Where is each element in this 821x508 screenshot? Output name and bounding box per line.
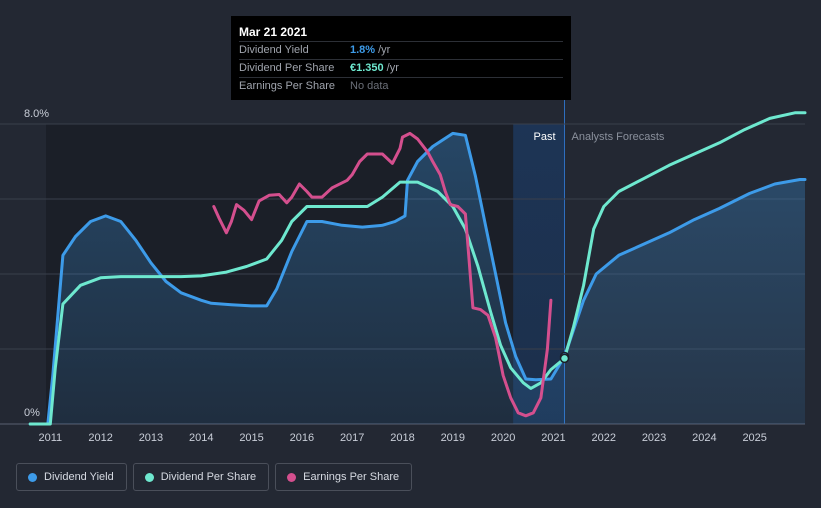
- legend-label: Earnings Per Share: [303, 471, 400, 483]
- legend-item-earnings-per-share[interactable]: Earnings Per Share: [275, 463, 413, 491]
- x-tick-label: 2023: [642, 432, 666, 444]
- x-tick-label: 2012: [88, 432, 112, 444]
- tooltip-date: Mar 21 2021: [239, 25, 308, 39]
- legend-dot-icon: [144, 472, 154, 482]
- dividend-yield-line: [28, 131, 807, 426]
- tooltip-value: No data: [350, 80, 389, 92]
- y-tick-label: 8.0%: [24, 108, 49, 120]
- earnings-per-share-line: [212, 131, 553, 418]
- x-tick-label: 2016: [290, 432, 314, 444]
- legend-item-dividend-per-share[interactable]: Dividend Per Share: [132, 463, 270, 491]
- tooltip-unit: /yr: [386, 62, 399, 74]
- x-tick-label: 2024: [692, 432, 716, 444]
- tooltip-row-dividend-yield: Dividend Yield 1.8% /yr: [239, 41, 563, 59]
- x-tick-label: 2021: [541, 432, 565, 444]
- x-tick-label: 2011: [38, 432, 62, 444]
- forecast-label: Analysts Forecasts: [572, 131, 665, 143]
- past-label: Past: [533, 131, 555, 143]
- tooltip-unit: /yr: [378, 44, 391, 56]
- tooltip-row-dividend-per-share: Dividend Per Share €1.350 /yr: [239, 59, 563, 77]
- tooltip-label: Dividend Yield: [239, 44, 309, 56]
- x-tick-label: 2025: [742, 432, 766, 444]
- legend-dot-icon: [287, 472, 297, 482]
- x-tick-label: 2019: [441, 432, 465, 444]
- x-tick-label: 2013: [139, 432, 163, 444]
- dividend-yield-area: [30, 133, 805, 424]
- tooltip-value: €1.350: [350, 62, 384, 74]
- x-tick-label: 2022: [592, 432, 616, 444]
- x-tick-label: 2020: [491, 432, 515, 444]
- x-tick-label: 2017: [340, 432, 364, 444]
- y-tick-label: 0%: [24, 407, 40, 419]
- x-tick-label: 2015: [239, 432, 263, 444]
- dividend-per-share-marker: [559, 353, 570, 364]
- tooltip: Mar 21 2021 Dividend Yield 1.8% /yr Divi…: [231, 16, 571, 100]
- legend-dot-icon: [28, 472, 37, 482]
- legend-label: Dividend Yield: [44, 471, 114, 483]
- tooltip-row-earnings-per-share: Earnings Per Share No data: [239, 77, 563, 95]
- tooltip-label: Earnings Per Share: [239, 80, 335, 92]
- legend-label: Dividend Per Share: [160, 471, 257, 483]
- tooltip-label: Dividend Per Share: [239, 62, 335, 74]
- x-tick-label: 2018: [390, 432, 414, 444]
- x-tick-label: 2014: [189, 432, 213, 444]
- legend: Dividend Yield Dividend Per Share Earnin…: [16, 463, 413, 491]
- legend-item-dividend-yield[interactable]: Dividend Yield: [16, 463, 127, 491]
- tooltip-value: 1.8%: [350, 44, 376, 56]
